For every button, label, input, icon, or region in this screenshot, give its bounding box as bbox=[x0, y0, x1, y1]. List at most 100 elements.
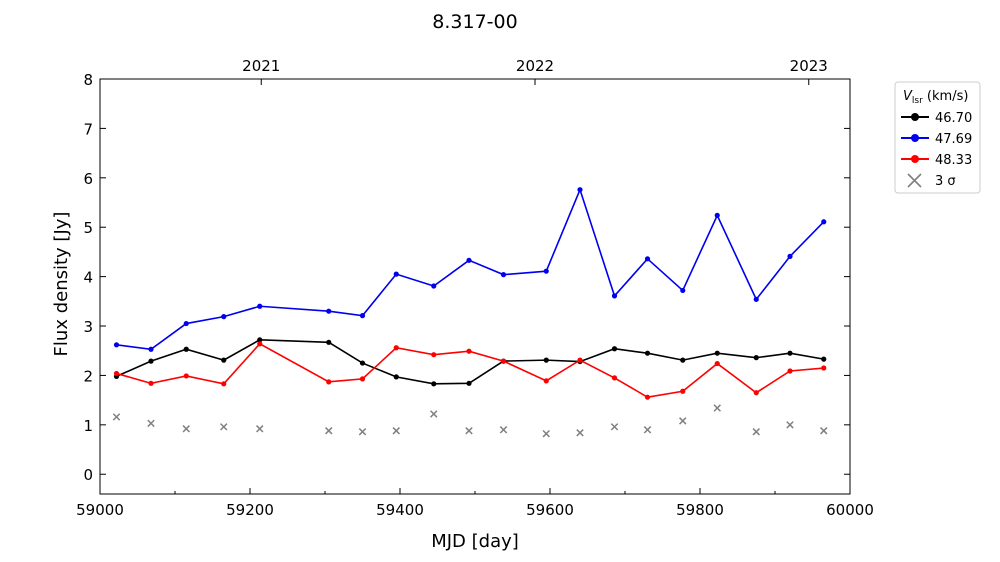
sigma-point-8 bbox=[430, 410, 438, 418]
legend-marker-48-33 bbox=[911, 155, 919, 163]
point-47-69-10 bbox=[500, 272, 507, 278]
top-tick-label-2023: 2023 bbox=[790, 57, 828, 75]
point-46-70-8 bbox=[431, 381, 437, 387]
point-47-69-6 bbox=[359, 313, 366, 319]
point-48-33-9 bbox=[466, 348, 472, 354]
point-48-33-15 bbox=[680, 388, 686, 394]
x-axis-label: MJD [day] bbox=[431, 531, 519, 552]
point-48-33-12 bbox=[577, 357, 583, 363]
point-48-33-10 bbox=[500, 358, 507, 364]
x-tick-label-59000: 59000 bbox=[76, 501, 124, 519]
point-47-69-9 bbox=[466, 257, 472, 263]
sigma-point-5 bbox=[325, 427, 333, 435]
point-48-33-1 bbox=[148, 380, 154, 386]
x-tick-label-59400: 59400 bbox=[376, 501, 424, 519]
legend-title-unit: (km/s) bbox=[923, 89, 969, 104]
legend-entry-sigma: 3 σ bbox=[907, 173, 956, 189]
legend-box bbox=[894, 81, 981, 194]
legend-marker-46-70 bbox=[911, 113, 919, 121]
x-tick-label-60000: 60000 bbox=[826, 501, 874, 519]
sigma-point-3 bbox=[220, 423, 228, 431]
sigma-point-9 bbox=[465, 427, 473, 435]
legend-entry-48-33: 48.33 bbox=[901, 153, 972, 168]
top-tick-label-2022: 2022 bbox=[516, 57, 554, 75]
point-47-69-8 bbox=[431, 283, 437, 289]
sigma-point-10 bbox=[499, 426, 508, 434]
y-tick-label-8: 8 bbox=[83, 71, 93, 89]
point-47-69-7 bbox=[393, 271, 399, 277]
point-46-70-3 bbox=[221, 357, 227, 363]
point-46-70-9 bbox=[466, 380, 472, 386]
y-tick-label-1: 1 bbox=[83, 417, 93, 435]
legend-label-47-69: 47.69 bbox=[935, 132, 972, 147]
sigma-point-6 bbox=[358, 428, 367, 436]
series-layer bbox=[113, 187, 827, 400]
sigma-point-0 bbox=[112, 413, 121, 421]
y-axis-label: Flux density [Jy] bbox=[51, 212, 72, 357]
point-48-33-16 bbox=[714, 360, 720, 367]
sigma-points bbox=[112, 404, 828, 438]
sigma-point-16 bbox=[713, 404, 721, 412]
point-48-33-14 bbox=[644, 394, 651, 400]
legend-marker-sigma bbox=[907, 173, 922, 188]
point-47-69-2 bbox=[183, 320, 189, 327]
point-48-33-5 bbox=[326, 379, 332, 385]
point-48-33-18 bbox=[787, 368, 793, 374]
sigma-point-12 bbox=[576, 429, 584, 437]
point-46-70-15 bbox=[680, 357, 686, 363]
y-tick-label-0: 0 bbox=[83, 466, 93, 484]
point-48-33-8 bbox=[431, 352, 437, 358]
legend-label-48-33: 48.33 bbox=[935, 153, 972, 168]
point-46-70-6 bbox=[359, 360, 366, 366]
sigma-point-2 bbox=[182, 425, 190, 433]
point-47-69-11 bbox=[543, 268, 549, 274]
sigma-point-17 bbox=[752, 428, 760, 436]
point-46-70-13 bbox=[611, 346, 618, 352]
point-46-70-1 bbox=[148, 358, 154, 364]
point-48-33-13 bbox=[611, 375, 618, 381]
point-47-69-17 bbox=[753, 296, 759, 302]
legend-entry-46-70: 46.70 bbox=[901, 111, 972, 126]
point-47-69-19 bbox=[821, 219, 827, 225]
legend-marker-47-69 bbox=[911, 134, 919, 142]
point-47-69-4 bbox=[257, 303, 263, 309]
sigma-point-13 bbox=[610, 423, 619, 431]
series-line-47-69 bbox=[116, 187, 825, 351]
legend-title-main: V bbox=[903, 89, 913, 104]
series-47-69 bbox=[113, 187, 827, 352]
legend-label-sigma: 3 σ bbox=[935, 174, 956, 189]
point-48-33-7 bbox=[393, 345, 399, 351]
y-tick-label-5: 5 bbox=[83, 219, 93, 237]
legend-label-46-70: 46.70 bbox=[935, 111, 972, 126]
point-47-69-14 bbox=[644, 256, 651, 262]
y-tick-label-4: 4 bbox=[83, 269, 93, 287]
point-47-69-16 bbox=[714, 212, 720, 218]
point-48-33-4 bbox=[257, 341, 263, 347]
sigma-point-4 bbox=[256, 425, 264, 433]
x-tick-label-59600: 59600 bbox=[526, 501, 574, 519]
legend-entry-47-69: 47.69 bbox=[901, 132, 972, 147]
point-47-69-3 bbox=[221, 314, 227, 320]
point-46-70-5 bbox=[326, 339, 332, 345]
series-line-48-33 bbox=[116, 342, 824, 399]
chart-title: 8.317-00 bbox=[432, 11, 517, 33]
point-47-69-18 bbox=[787, 253, 793, 259]
sigma-point-18 bbox=[786, 421, 794, 429]
point-47-69-13 bbox=[611, 293, 618, 299]
sigma-point-15 bbox=[679, 417, 687, 425]
sigma-point-11 bbox=[542, 429, 550, 438]
y-tick-label-7: 7 bbox=[83, 120, 93, 138]
x-tick-label-59200: 59200 bbox=[226, 501, 274, 519]
series-46-70 bbox=[113, 337, 827, 387]
point-48-33-11 bbox=[543, 378, 549, 384]
point-46-70-11 bbox=[543, 357, 549, 363]
point-46-70-4 bbox=[257, 337, 263, 343]
point-46-70-2 bbox=[183, 346, 189, 352]
point-47-69-12 bbox=[577, 187, 583, 193]
point-48-33-6 bbox=[359, 376, 366, 382]
point-47-69-5 bbox=[326, 308, 332, 314]
sigma-point-1 bbox=[147, 419, 155, 428]
plot-frame bbox=[99, 78, 851, 495]
axis-ticks: 59000 59200 59400 59600 59800 60000 0 1 2 3 4 5 6 7 8 2… bbox=[76, 57, 874, 519]
